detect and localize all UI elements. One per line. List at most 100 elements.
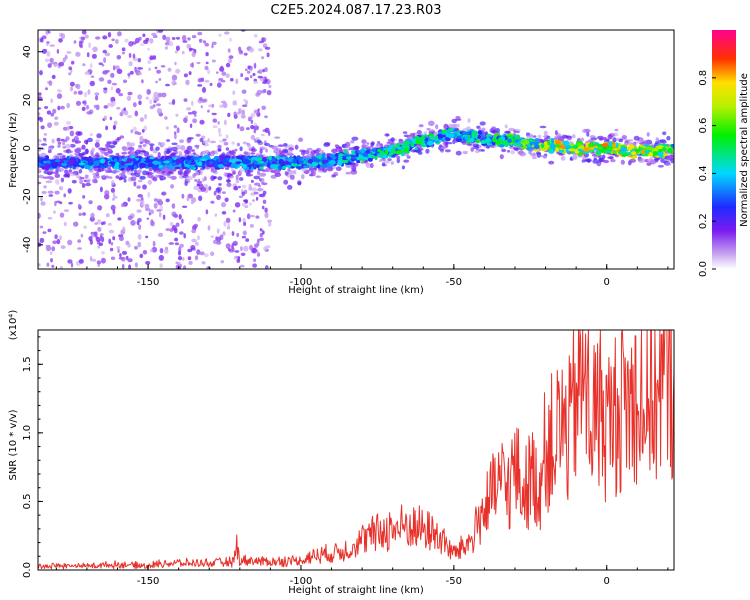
spectrum-speckle (127, 72, 131, 77)
spectrum-speckle (57, 89, 62, 93)
spectrum-speckle (46, 110, 52, 115)
spectrum-speckle (183, 265, 187, 269)
spectrum-speckle (118, 93, 123, 97)
spectrum-speckle (240, 264, 245, 268)
spectrum-speckle (157, 30, 164, 33)
spectrum-speckle (154, 66, 158, 70)
spectrum-speckle (46, 51, 51, 57)
spectrum-speckle (222, 231, 226, 236)
spectrum-speckle (99, 233, 104, 236)
spectrum-ridge-cell (286, 165, 292, 168)
spectrum-halo (109, 144, 116, 149)
spectrum-speckle (180, 145, 186, 151)
spectrum-speckle (249, 47, 255, 53)
spectrum-speckle (116, 106, 121, 110)
spectrum-speckle (262, 81, 268, 85)
spectrum-ridge-cell (230, 163, 238, 169)
spectrum-halo (74, 152, 80, 156)
spectrum-speckle (128, 264, 132, 269)
spectrum-speckle (235, 78, 239, 85)
spectrum-speckle (249, 223, 254, 228)
spectrum-speckle (267, 219, 272, 223)
spectrum-speckle (189, 123, 193, 129)
spectrum-halo (377, 140, 381, 144)
spectrum-ridge-cell (123, 157, 127, 162)
spectrum-speckle (240, 114, 246, 119)
spectrum-speckle (142, 143, 147, 148)
spectrum-ridge-cell (361, 153, 369, 158)
spectrum-halo (258, 173, 263, 177)
spectrum-halo (409, 133, 416, 137)
spectrum-halo (259, 148, 263, 154)
spectrum-speckle (238, 46, 242, 52)
spectrum-speckle (139, 253, 144, 259)
spectrum-halo (144, 140, 151, 145)
spectrum-speckle (60, 105, 65, 110)
spectrum-speckle (231, 231, 235, 236)
spectrum-halo (202, 140, 209, 144)
spectrum-ridge-cell (337, 160, 343, 166)
spectrum-halo (241, 191, 245, 197)
spectrum-speckle (176, 127, 180, 134)
spectrum-ridge-cell (480, 141, 487, 144)
snr-x-tick-label: 0 (604, 576, 610, 587)
spectrum-halo (146, 171, 150, 176)
spectrum-speckle (149, 209, 155, 215)
spectrum-speckle (98, 62, 103, 65)
spectrum-speckle (168, 40, 174, 47)
spectrum-speckle (211, 41, 217, 46)
spectrum-halo (475, 144, 479, 151)
spectrum-speckle (59, 265, 63, 269)
spectrum-ridge-cell (298, 160, 304, 164)
spectrum-halo (170, 146, 178, 152)
spectrum-ridge-cell (52, 161, 60, 165)
spectrum-speckle (107, 222, 112, 226)
spectrum-halo (130, 176, 137, 182)
spectrum-speckle (104, 190, 110, 196)
spectrum-ridge-cell (577, 148, 583, 152)
spectrum-halo (139, 151, 145, 156)
spectrum-speckle (221, 211, 227, 215)
spectrum-halo (103, 151, 109, 156)
spectrum-ridge-cell (337, 153, 344, 157)
spectrum-halo (84, 174, 89, 179)
spectrum-speckle (233, 185, 239, 191)
spectrum-speckle (44, 87, 49, 91)
spectrum-speckle (256, 252, 261, 257)
spectrum-speckle (68, 201, 73, 205)
spectrum-halo (659, 139, 666, 142)
spectrum-speckle (261, 105, 267, 111)
spectrum-halo (439, 144, 443, 148)
spectrum-ridge-cell (620, 146, 627, 152)
spectrum-speckle (264, 115, 268, 119)
spectrum-ridge-cell (384, 150, 389, 155)
spectrum-halo (562, 135, 569, 139)
spectrum-speckle (121, 250, 128, 255)
spectrum-speckle (174, 61, 177, 66)
spectrum-ridge-cell (292, 158, 297, 164)
spectrum-speckle (51, 246, 56, 252)
spectrum-speckle (193, 223, 199, 228)
spectrum-ridge-cell (532, 141, 539, 145)
spectrum-halo (513, 130, 520, 134)
spectrum-halo (345, 171, 351, 175)
spectrum-speckle (40, 37, 44, 43)
spectrum-halo (308, 166, 314, 172)
spectrum-speckle (220, 100, 227, 104)
spectrum-speckle (229, 37, 232, 42)
spectrum-halo (239, 177, 244, 181)
spectrum-speckle (258, 69, 263, 75)
spectrum-speckle (254, 122, 257, 126)
spectrum-speckle (236, 142, 240, 147)
spectrum-speckle (41, 190, 47, 195)
spectrum-speckle (182, 40, 188, 43)
spectrum-halo (283, 179, 289, 185)
spectrogram-marks (38, 30, 674, 269)
spectrum-ridge-cell (47, 163, 51, 169)
spectrum-ridge-cell (447, 133, 455, 139)
spectrum-ridge-cell (471, 133, 479, 139)
spectrum-ridge-cell (312, 161, 319, 167)
spectrum-speckle (218, 33, 222, 37)
spectrum-speckle (198, 195, 203, 202)
spectrum-halo (64, 143, 72, 149)
